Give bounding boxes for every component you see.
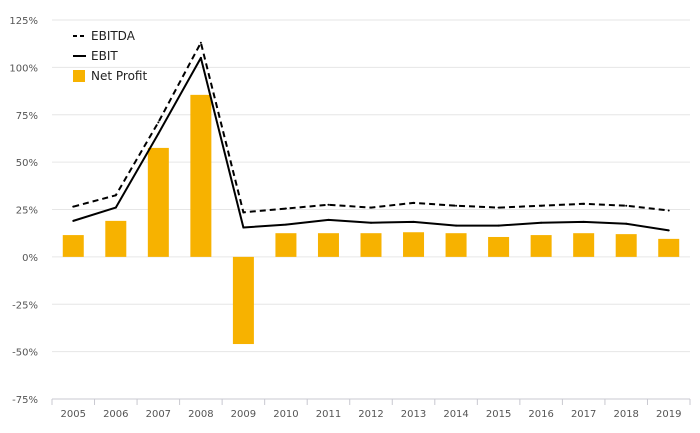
bar-2013	[403, 232, 425, 257]
y-axis-tick-labels: 125% 100% 75% 50% 25% 0% -25% -50% -75%	[9, 16, 38, 406]
series-lines	[72, 41, 670, 232]
legend-swatch-net-profit	[73, 70, 85, 82]
ebitda-point	[667, 209, 670, 212]
x-tick-label: 2017	[571, 409, 596, 420]
ebitda-point	[199, 41, 202, 44]
legend-label-net-profit: Net Profit	[91, 69, 147, 83]
x-tick-label: 2005	[61, 409, 86, 420]
x-tick-label: 2018	[613, 409, 638, 420]
bar-2014	[445, 233, 467, 257]
ebit-point	[284, 223, 287, 226]
ebitda-point	[242, 211, 245, 214]
x-tick-label: 2011	[316, 409, 341, 420]
bar-2017	[573, 233, 595, 257]
ebit-point	[114, 206, 117, 209]
x-tick-label: 2019	[656, 409, 681, 420]
ebitda-point	[625, 204, 628, 207]
ebitda-point	[114, 194, 117, 197]
legend-label-ebitda: EBITDA	[91, 29, 136, 43]
ebitda-point	[370, 206, 372, 209]
bar-2016	[530, 235, 552, 257]
y-tick-label: 25%	[16, 206, 38, 217]
ebit-point	[157, 132, 160, 135]
ebit-point	[667, 229, 670, 232]
ebit-point	[455, 224, 458, 227]
ebitda-point	[540, 204, 543, 207]
legend-label-ebit: EBIT	[91, 49, 118, 63]
bar-2010	[275, 233, 297, 257]
bar-2008	[190, 94, 212, 257]
y-tick-label: 125%	[9, 16, 38, 27]
ebitda-point	[284, 207, 287, 210]
x-tick-label: 2008	[188, 409, 213, 420]
legend-item-net-profit: Net Profit	[73, 69, 147, 83]
legend: EBITDA EBIT Net Profit	[73, 29, 147, 83]
ebit-point	[625, 222, 628, 225]
x-tick-label: 2016	[528, 409, 553, 420]
y-tick-label: 50%	[16, 158, 38, 169]
legend-item-ebit: EBIT	[73, 49, 118, 63]
ebit-point	[242, 226, 245, 229]
bar-2012	[360, 233, 382, 257]
y-tick-label: -50%	[12, 348, 38, 359]
bar-2018	[615, 234, 637, 257]
x-tick-label: 2006	[103, 409, 128, 420]
ebit-point	[72, 219, 75, 222]
ebitda-point	[497, 206, 500, 209]
bar-2011	[317, 233, 339, 257]
ebitda-point	[455, 204, 458, 207]
bar-2005	[62, 235, 84, 257]
bar-2019	[658, 238, 680, 257]
x-tick-label: 2010	[273, 409, 298, 420]
legend-item-ebitda: EBITDA	[73, 29, 136, 43]
x-tick-label: 2007	[146, 409, 171, 420]
y-tick-label: 100%	[9, 63, 38, 74]
ebit-point	[412, 220, 415, 223]
x-tick-label: 2012	[358, 409, 383, 420]
bar-2015	[488, 236, 510, 257]
ebit-point	[327, 218, 330, 221]
ebit-point	[540, 221, 543, 224]
y-tick-label: -25%	[12, 300, 38, 311]
y-tick-label: 0%	[22, 253, 38, 264]
x-tick-label: 2009	[231, 409, 256, 420]
bar-2007	[147, 147, 169, 257]
x-tick-label: 2015	[486, 409, 511, 420]
ebit-point	[497, 224, 500, 227]
x-tick-label: 2014	[443, 409, 468, 420]
ebit-point	[199, 56, 202, 59]
ebitda-point	[157, 121, 160, 124]
net-profit-bars	[62, 94, 680, 345]
bar-2006	[105, 220, 127, 257]
ebitda-point	[582, 202, 585, 205]
gridlines	[52, 19, 690, 400]
x-tick-label: 2013	[401, 409, 426, 420]
bar-2009	[232, 256, 254, 345]
ebitda-point	[72, 205, 75, 208]
y-tick-label: -75%	[12, 395, 38, 406]
ebitda-point	[412, 201, 415, 204]
x-axis: 2005 2006 2007 2008 2009 2010 2011 2012 2013 2014…	[51, 398, 691, 420]
y-tick-label: 75%	[16, 111, 38, 122]
ebitda-point	[327, 203, 330, 206]
ebit-point	[370, 221, 372, 224]
ebit-point	[582, 220, 585, 223]
